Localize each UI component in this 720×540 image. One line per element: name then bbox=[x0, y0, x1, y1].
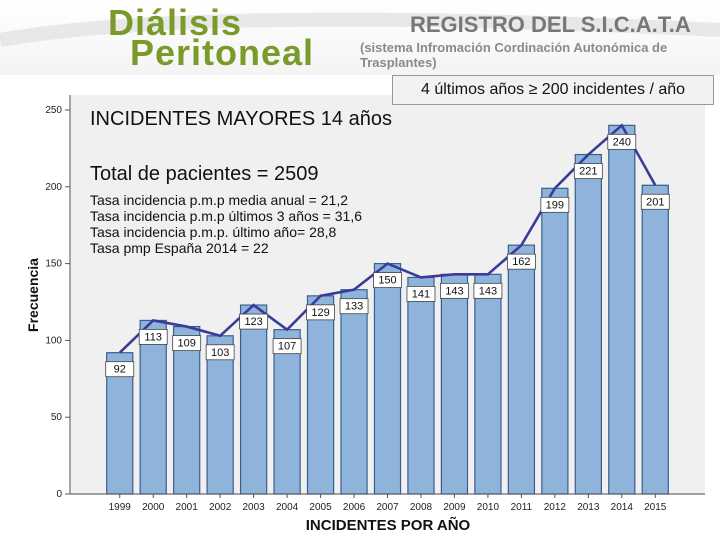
data-label-box bbox=[540, 196, 570, 213]
bars-group bbox=[106, 124, 669, 495]
registry-subtitle: (sistema Infromación Cordinación Autonóm… bbox=[360, 40, 668, 70]
data-label: 113 bbox=[144, 331, 162, 343]
trend-line bbox=[118, 123, 657, 354]
y-tick-label: 100 bbox=[45, 335, 62, 346]
data-label-box bbox=[640, 193, 670, 210]
data-label-box bbox=[138, 329, 168, 345]
bar bbox=[239, 304, 268, 495]
registry-title: REGISTRO DEL S.I.C.A.T.A bbox=[410, 12, 691, 37]
data-label: 240 bbox=[613, 136, 631, 148]
bar bbox=[306, 295, 335, 495]
x-tick-label: 2001 bbox=[176, 502, 199, 513]
y-axis-title: Frecuencia bbox=[25, 258, 41, 332]
bar bbox=[273, 329, 301, 495]
data-label: 109 bbox=[177, 338, 195, 350]
notes-line: Tasa incidencia p.m.p. último año= 28,8 bbox=[90, 224, 337, 240]
bar bbox=[340, 289, 368, 495]
x-tick-label: 2007 bbox=[376, 502, 399, 513]
data-label: 201 bbox=[646, 196, 664, 208]
data-label-box bbox=[373, 272, 402, 289]
x-tick-label: 2003 bbox=[242, 502, 265, 513]
data-label-box bbox=[306, 304, 335, 321]
data-label: 162 bbox=[512, 256, 530, 268]
bar bbox=[407, 276, 435, 495]
bar bbox=[608, 124, 636, 495]
notes-heading: INCIDENTES MAYORES 14 años bbox=[90, 108, 392, 130]
x-tick-label: 2011 bbox=[511, 502, 533, 513]
y-tick-label: 150 bbox=[45, 259, 62, 270]
data-label: 103 bbox=[211, 347, 229, 359]
data-label: 129 bbox=[311, 307, 329, 319]
data-label-box bbox=[573, 163, 603, 179]
bar bbox=[139, 319, 167, 495]
data-label-box bbox=[105, 361, 135, 378]
data-label-box bbox=[205, 344, 235, 361]
header-banner: Diálisis Peritoneal REGISTRO DEL S.I.C.A… bbox=[0, 0, 720, 75]
data-label-box bbox=[406, 286, 436, 302]
x-tick-label: 2009 bbox=[443, 502, 466, 513]
notes-line: Tasa pmp España 2014 = 22 bbox=[90, 240, 269, 256]
notes-line: Tasa incidencia p.m.p últimos 3 años = 3… bbox=[90, 208, 362, 224]
bar bbox=[373, 263, 402, 495]
bar bbox=[541, 187, 569, 495]
data-label-box bbox=[272, 338, 302, 355]
bar bbox=[641, 184, 669, 495]
data-label: 199 bbox=[546, 199, 564, 211]
data-label-box bbox=[339, 298, 369, 315]
data-label-box bbox=[440, 282, 469, 299]
highlight-tag: 4 últimos años ≥ 200 incidentes / año bbox=[392, 75, 714, 105]
y-tick-label: 0 bbox=[56, 489, 62, 500]
x-tick-label: 2015 bbox=[644, 502, 667, 513]
data-label: 141 bbox=[412, 288, 430, 300]
x-axis-title: INCIDENTES POR AÑO bbox=[306, 516, 471, 534]
trend-line-group bbox=[118, 123, 657, 354]
data-label: 123 bbox=[244, 316, 262, 328]
x-tick-label: 2002 bbox=[209, 502, 232, 513]
data-label-box bbox=[506, 253, 536, 270]
data-label: 143 bbox=[445, 285, 463, 297]
x-tick-label: 2000 bbox=[142, 502, 165, 513]
chart-notes: INCIDENTES MAYORES 14 años Total de paci… bbox=[90, 108, 392, 256]
bar bbox=[507, 244, 536, 495]
data-label: 107 bbox=[278, 341, 296, 353]
x-tick-label: 2005 bbox=[309, 502, 332, 513]
notes-total: Total de pacientes = 2509 bbox=[90, 163, 319, 185]
x-tick-label: 2006 bbox=[343, 502, 366, 513]
bar bbox=[474, 273, 502, 495]
logo-swoosh bbox=[0, 12, 720, 47]
data-label-box bbox=[239, 313, 269, 330]
data-label-box bbox=[473, 282, 503, 299]
y-tick-label: 200 bbox=[45, 182, 62, 193]
data-label-box bbox=[172, 335, 202, 351]
x-tick-label: 2012 bbox=[544, 502, 567, 513]
x-tick-label: 2008 bbox=[410, 502, 433, 513]
x-tick-label: 2013 bbox=[577, 502, 600, 513]
data-label: 133 bbox=[345, 301, 363, 313]
x-tick-label: 2014 bbox=[611, 502, 634, 513]
data-label: 221 bbox=[579, 166, 597, 178]
data-label: 92 bbox=[114, 364, 126, 376]
x-tick-label: 2010 bbox=[477, 502, 500, 513]
x-axis: 1999 2000 2001 2002 2003 2004 2005 2006 2007 2008… bbox=[70, 493, 705, 513]
notes-line: Tasa incidencia p.m.p media anual = 21,2 bbox=[90, 192, 348, 208]
logo-peritoneal: Peritoneal bbox=[130, 32, 315, 73]
y-tick-label: 50 bbox=[51, 412, 63, 423]
bar bbox=[440, 273, 469, 495]
logo-dialisis: Diálisis bbox=[108, 2, 243, 43]
data-label: 143 bbox=[479, 285, 497, 297]
x-tick-label: 2004 bbox=[276, 502, 299, 513]
bar bbox=[173, 325, 201, 495]
y-tick-label: 250 bbox=[45, 105, 62, 116]
data-label-box bbox=[607, 133, 637, 150]
y-axis: 0 50 100 150 200 250 bbox=[45, 95, 71, 500]
data-label: 150 bbox=[378, 275, 396, 287]
x-tick-label: 1999 bbox=[109, 502, 132, 513]
value-labels-group: 92 113 109 103 123 107 129 133 150 141 143 143 162 19… bbox=[105, 133, 670, 378]
bar bbox=[574, 153, 602, 495]
